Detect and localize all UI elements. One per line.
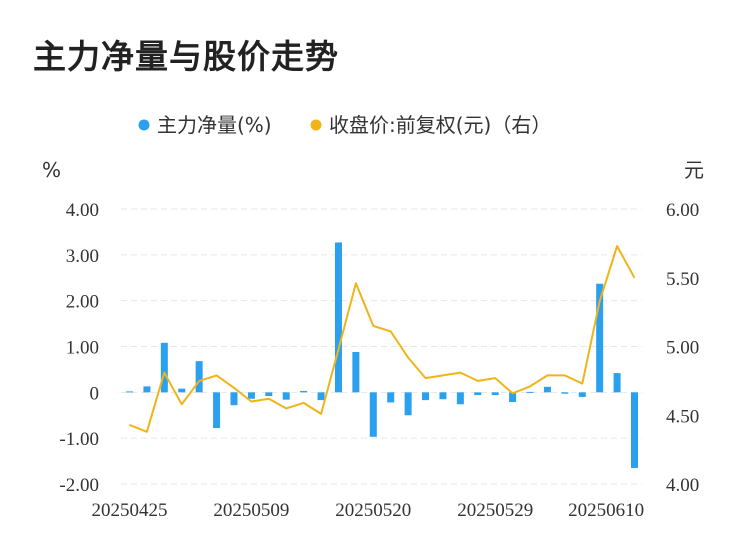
bar	[143, 386, 151, 393]
bar	[631, 392, 638, 468]
bar	[317, 392, 325, 401]
legend-bar-label: 主力净量(%)	[157, 113, 272, 137]
bar	[404, 392, 412, 416]
left-tick-label: 4.00	[66, 200, 99, 221]
bar	[230, 392, 238, 406]
right-tick-label: 5.50	[666, 269, 699, 290]
left-tick-label: -2.00	[59, 475, 99, 496]
left-axis-unit: %	[42, 158, 61, 182]
bar	[543, 386, 551, 393]
bar	[300, 390, 308, 393]
bar	[126, 391, 133, 393]
left-axis-ticks: 4.00 3.00 2.00 1.00 0 -1.00 -2.00	[59, 200, 99, 496]
bar	[160, 342, 168, 393]
left-tick-label: 3.00	[66, 246, 99, 267]
bar	[282, 392, 290, 400]
legend-line-label: 收盘价:前复权(元)（右）	[329, 113, 551, 137]
right-axis-ticks: 6.00 5.50 5.00 4.50 4.00	[666, 200, 699, 496]
bar	[195, 361, 203, 393]
right-tick-label: 4.50	[666, 406, 699, 427]
bar	[387, 392, 395, 403]
left-tick-label: 2.00	[66, 292, 99, 313]
left-tick-label: 0	[90, 383, 100, 404]
x-tick-label: 20250610	[568, 500, 644, 521]
x-tick-label: 20250509	[213, 500, 289, 521]
bar-series	[126, 242, 638, 468]
right-tick-label: 5.00	[666, 338, 699, 359]
bar	[526, 391, 534, 393]
legend: 主力净量(%) 收盘价:前复权(元)（右）	[138, 113, 551, 137]
bar	[509, 392, 517, 402]
line-series	[129, 245, 636, 433]
left-tick-label: -1.00	[59, 429, 99, 450]
left-tick-label: 1.00	[66, 338, 99, 359]
bar	[422, 392, 430, 401]
x-tick-label: 20250520	[335, 500, 411, 521]
bar	[491, 392, 499, 396]
bar	[213, 392, 221, 429]
bar	[352, 352, 360, 393]
bar	[561, 392, 569, 394]
bar	[474, 392, 482, 396]
bar	[456, 392, 464, 405]
bar	[247, 392, 255, 399]
chart-title: 主力净量与股价走势	[33, 37, 339, 76]
bar	[596, 283, 604, 393]
gridlines	[121, 208, 642, 485]
bar	[265, 392, 273, 396]
bar	[334, 242, 342, 393]
bar	[613, 373, 621, 393]
close-price-line	[129, 245, 636, 433]
bar	[578, 392, 586, 397]
bar	[369, 392, 377, 437]
x-tick-label: 20250529	[457, 500, 533, 521]
legend-bar-marker	[138, 119, 150, 131]
right-axis-unit: 元	[684, 158, 704, 182]
x-axis-ticks: 20250425 20250509 20250520 20250529 20250610	[92, 500, 645, 521]
bar	[178, 388, 186, 393]
x-tick-label: 20250425	[92, 500, 168, 521]
legend-line-marker	[310, 119, 322, 131]
bar	[439, 392, 447, 400]
right-tick-label: 4.00	[666, 475, 699, 496]
right-tick-label: 6.00	[666, 200, 699, 221]
